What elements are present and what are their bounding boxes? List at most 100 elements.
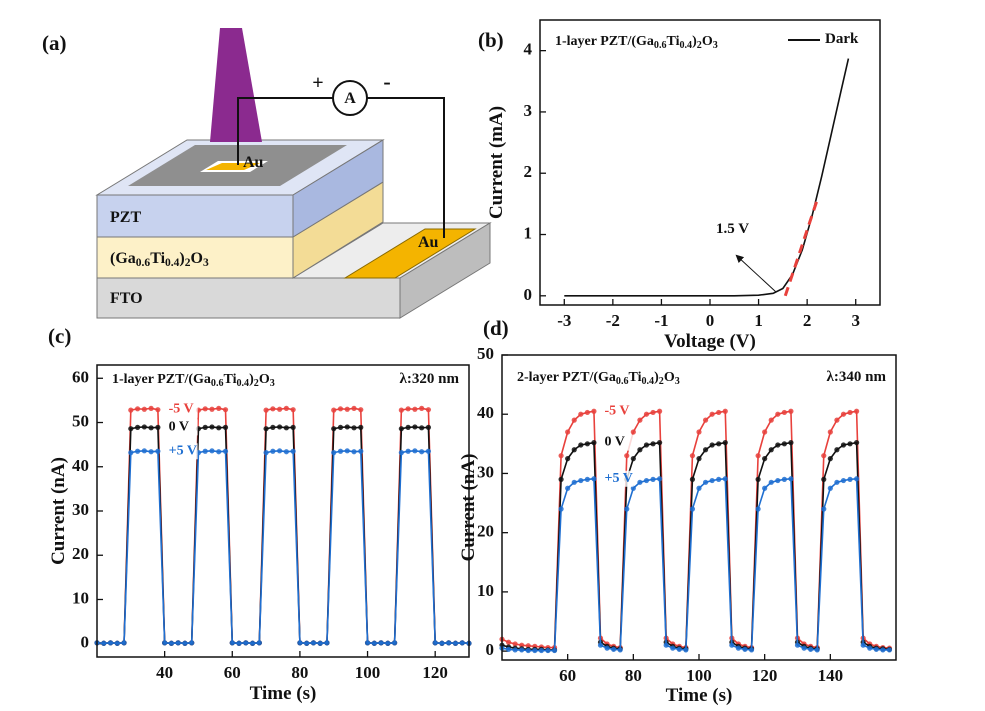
data-point xyxy=(854,476,860,482)
data-point xyxy=(222,407,229,413)
au-label: Au xyxy=(243,154,264,171)
data-point xyxy=(840,477,847,484)
plus-sign: + xyxy=(312,72,323,94)
data-point xyxy=(277,448,283,454)
data-point xyxy=(571,479,577,485)
x-axis-label: Time (s) xyxy=(666,685,733,706)
y-axis-label: Current (nA) xyxy=(48,457,69,565)
series-line xyxy=(96,407,470,645)
data-point xyxy=(630,485,636,491)
data-point xyxy=(571,417,577,423)
x-tick-label: 60 xyxy=(224,663,241,682)
data-point xyxy=(702,479,709,485)
data-point xyxy=(768,417,774,423)
data-point xyxy=(834,479,840,485)
data-point xyxy=(650,441,656,447)
data-point xyxy=(101,640,107,646)
data-point xyxy=(344,406,350,412)
data-point xyxy=(392,640,398,646)
data-point xyxy=(148,405,154,411)
data-point xyxy=(155,424,161,430)
data-point xyxy=(452,640,459,646)
data-point xyxy=(696,429,702,435)
data-point xyxy=(358,407,364,413)
x-tick-label: 40 xyxy=(156,663,173,682)
y-tick-label: 0 xyxy=(486,640,495,659)
panel-label: (b) xyxy=(478,28,504,52)
x-tick-label: -2 xyxy=(606,311,620,330)
data-point xyxy=(762,485,768,491)
x-axis-label: Voltage (V) xyxy=(664,331,756,352)
data-point xyxy=(371,640,377,646)
chart-title: 1-layer PZT/(Ga0.6Ti0.4)2O3 xyxy=(112,372,275,389)
data-point xyxy=(604,645,610,651)
data-point xyxy=(571,447,577,453)
data-point xyxy=(263,426,269,432)
layer-label: FTO xyxy=(110,290,143,307)
data-point xyxy=(114,640,120,646)
layer-label: PZT xyxy=(110,209,141,226)
data-point xyxy=(425,448,432,454)
data-point xyxy=(209,424,215,430)
data-point xyxy=(637,447,643,453)
annotation-arrow xyxy=(735,254,777,293)
data-point xyxy=(270,424,276,430)
data-point xyxy=(525,643,531,649)
data-point xyxy=(768,479,774,485)
data-point xyxy=(643,411,650,417)
data-point xyxy=(657,476,663,482)
data-point xyxy=(532,647,538,654)
data-point xyxy=(821,453,827,459)
legend-label: +5 V xyxy=(169,443,197,458)
data-point xyxy=(270,448,276,454)
y-tick-label: 1 xyxy=(524,223,533,242)
data-point xyxy=(512,647,518,653)
data-point xyxy=(283,425,289,431)
data-point xyxy=(290,448,296,454)
data-point xyxy=(134,406,141,412)
data-point xyxy=(748,647,755,653)
data-point xyxy=(755,506,761,512)
legend-label: +5 V xyxy=(605,471,633,486)
data-point xyxy=(270,406,276,412)
data-point xyxy=(755,476,761,482)
data-point xyxy=(128,407,134,413)
data-point xyxy=(762,429,768,435)
data-point xyxy=(716,476,722,482)
data-point xyxy=(591,440,597,446)
data-point xyxy=(505,646,512,652)
wire xyxy=(367,97,445,238)
series-line xyxy=(96,426,470,645)
data-point xyxy=(412,406,418,412)
data-point xyxy=(578,477,584,484)
light-beam xyxy=(210,28,262,142)
legend-backdrop xyxy=(167,443,198,460)
data-point xyxy=(419,449,425,455)
data-point xyxy=(398,407,404,413)
data-point xyxy=(597,642,604,648)
data-point xyxy=(558,506,564,512)
y-tick-label: 60 xyxy=(72,367,89,386)
data-point xyxy=(821,506,827,512)
data-point xyxy=(222,448,229,454)
data-point xyxy=(202,448,208,454)
data-point xyxy=(722,476,728,482)
data-point xyxy=(775,477,781,484)
panel-label: (c) xyxy=(48,324,71,348)
chart: (d) 0 10 20 30 40 50 60 80 100 120 140 Time (s) Curre… xyxy=(458,316,897,706)
data-point xyxy=(175,640,181,646)
data-point xyxy=(696,456,702,462)
legend-backdrop xyxy=(603,434,634,451)
data-point xyxy=(317,640,323,646)
data-point xyxy=(425,424,432,430)
data-point xyxy=(439,640,445,646)
data-point xyxy=(768,447,774,453)
legend-label: 0 V xyxy=(169,420,189,435)
data-point xyxy=(551,647,558,654)
au-strip xyxy=(343,228,477,279)
data-point xyxy=(141,448,147,454)
data-point xyxy=(624,453,630,459)
data-point xyxy=(419,405,425,411)
data-point xyxy=(134,424,141,430)
